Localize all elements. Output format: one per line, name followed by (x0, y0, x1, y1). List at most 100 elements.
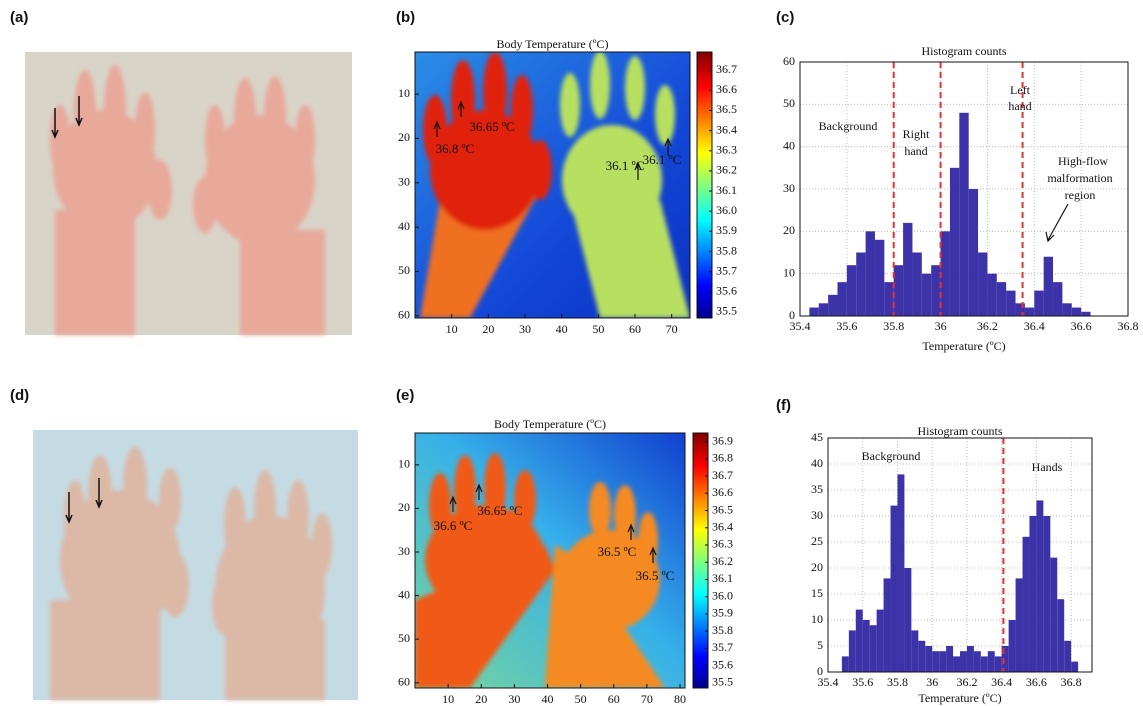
histogram-bar (863, 620, 870, 672)
photo (33, 430, 358, 700)
y-tick-label: 0 (817, 664, 823, 678)
colorbar-tick-label: 35.7 (716, 263, 737, 277)
x-tick-label: 50 (575, 692, 587, 706)
colorbar-tick-label: 36.3 (716, 142, 737, 156)
histogram-bar (1023, 537, 1030, 672)
y-tick-label: 30 (398, 175, 410, 189)
histogram-bar (847, 265, 856, 316)
y-tick-label: 40 (398, 219, 410, 233)
y-tick-label: 40 (783, 138, 795, 152)
annotation: Background (819, 119, 878, 133)
histogram-bar (1025, 308, 1034, 316)
colorbar-tick-label: 36.4 (716, 122, 737, 136)
chart-title: Histogram counts (918, 424, 1003, 438)
x-axis-label: Temperature (ºC) (918, 691, 1001, 705)
histogram-bar (925, 646, 932, 672)
histogram-bar (891, 506, 898, 672)
x-tick-label: 35.6 (852, 675, 873, 689)
colorbar-tick-label: 36.7 (716, 62, 737, 76)
y-tick-label: 0 (789, 308, 795, 322)
x-tick-label: 10 (442, 692, 454, 706)
y-tick-label: 5 (817, 638, 823, 652)
panel-label: (a) (10, 9, 28, 26)
y-tick-label: 30 (398, 544, 410, 558)
colorbar-tick-label: 36.2 (712, 554, 733, 568)
colorbar-tick-label: 36.1 (712, 571, 733, 585)
y-tick-label: 15 (811, 586, 823, 600)
y-tick-label: 20 (398, 130, 410, 144)
histogram-bar (922, 274, 931, 316)
histogram-bar (866, 231, 875, 316)
colorbar-tick-label: 36.6 (716, 82, 737, 96)
x-tick-label: 30 (519, 322, 531, 336)
colorbar-tick-label: 36.6 (712, 485, 733, 499)
x-tick-label: 36.6 (1071, 319, 1092, 333)
x-tick-label: 10 (446, 322, 458, 336)
y-tick-label: 50 (398, 263, 410, 277)
histogram-bar (856, 610, 863, 672)
annotation: 36.65 ºC (477, 503, 522, 518)
x-tick-label: 36.2 (956, 675, 977, 689)
y-tick-label: 60 (398, 675, 410, 689)
histogram-bar (842, 656, 849, 672)
x-tick-label: 30 (508, 692, 520, 706)
x-tick-label: 36 (926, 675, 938, 689)
histogram-bar (884, 578, 891, 672)
histogram-bar (1009, 620, 1016, 672)
histogram-bar (903, 223, 912, 316)
y-tick-label: 10 (783, 265, 795, 279)
histogram-bar (987, 274, 996, 316)
y-tick-label: 35 (811, 482, 823, 496)
thermal-image (415, 433, 685, 688)
histogram-bar (1044, 257, 1053, 316)
annotation: Hands (1032, 460, 1063, 474)
histogram-bar (897, 474, 904, 672)
colorbar (693, 433, 708, 688)
panel-label: (c) (776, 9, 794, 26)
photo (25, 52, 352, 335)
panel-label: (f) (776, 397, 791, 414)
annotation: region (1065, 188, 1096, 202)
y-tick-label: 45 (811, 430, 823, 444)
histogram-bar (988, 651, 995, 672)
histogram-bar (1072, 308, 1081, 316)
histogram-bar (1050, 558, 1057, 672)
histogram-bar (911, 630, 918, 672)
histogram-bar (1043, 516, 1050, 672)
x-tick-label: 35.8 (887, 675, 908, 689)
x-tick-label: 36 (935, 319, 947, 333)
figure: (a) (b) (c) (d) (e) (f) 36.65 ºC 36.8 ºC… (0, 0, 1143, 706)
y-tick-label: 50 (398, 631, 410, 645)
histogram-bar (884, 282, 893, 316)
panel-label: (e) (396, 387, 414, 404)
histogram-bar (1006, 291, 1015, 316)
x-tick-label: 36.6 (1026, 675, 1047, 689)
colorbar-tick-label: 35.6 (712, 657, 733, 671)
x-tick-label: 20 (475, 692, 487, 706)
annotation: Left (1010, 83, 1031, 97)
x-tick-label: 60 (629, 322, 641, 336)
histogram-bar (904, 568, 911, 672)
histogram-bar (959, 113, 968, 316)
x-tick-label: 36.8 (1118, 319, 1139, 333)
x-axis-label: Temperature (ºC) (922, 339, 1005, 353)
x-tick-label: 36.4 (1024, 319, 1045, 333)
colorbar-tick-label: 36.8 (712, 451, 733, 465)
annotation: hand (904, 144, 927, 158)
x-tick-label: 60 (608, 692, 620, 706)
histogram-bar (941, 231, 950, 316)
x-tick-label: 40 (556, 322, 568, 336)
annotation: 36.1 ºC (643, 152, 682, 167)
colorbar-tick-label: 35.5 (716, 304, 737, 318)
y-tick-label: 20 (811, 560, 823, 574)
colorbar-tick-label: 36.5 (716, 102, 737, 116)
histogram-bar (974, 651, 981, 672)
histogram-bar (960, 651, 967, 672)
y-tick-label: 60 (783, 54, 795, 68)
colorbar-tick-label: 36.2 (716, 163, 737, 177)
histogram-bar (932, 651, 939, 672)
page: (a) (b) (c) (d) (e) (f) 36.65 ºC 36.8 ºC… (0, 0, 1143, 706)
y-tick-label: 10 (811, 612, 823, 626)
colorbar-tick-label: 36.7 (712, 468, 733, 482)
histogram-bar (950, 168, 959, 316)
